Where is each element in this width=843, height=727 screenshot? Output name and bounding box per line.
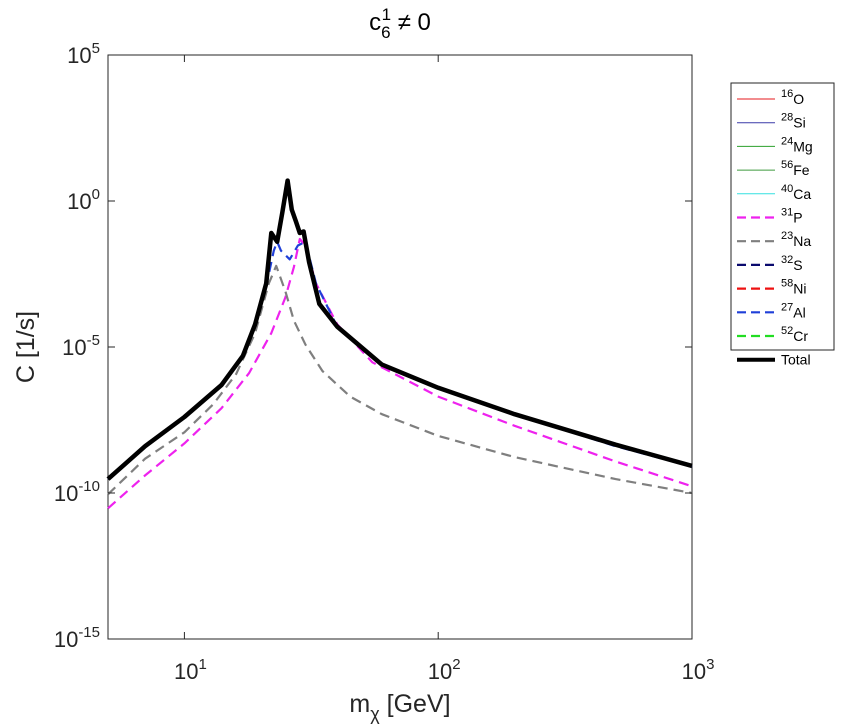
legend-item-27Al: 27Al [737, 301, 806, 320]
legend: 16O 28Si 24Mg 56Fe 40Ca 31P 23Na 32S 58Ni 27Al 52C… [730, 82, 835, 368]
x-axis-label: mχ [GeV] [349, 690, 450, 724]
legend-box [730, 82, 835, 351]
legend-item-16O: 16O [737, 88, 804, 107]
legend-label: 24Mg [781, 135, 813, 154]
legend-label: Total [781, 352, 811, 368]
legend-label: 16O [781, 88, 804, 107]
legend-label: 56Fe [781, 159, 810, 178]
x-axis-label-subscript: χ [370, 704, 380, 724]
legend-label: 28Si [781, 112, 806, 131]
legend-label: 58Ni [781, 278, 806, 297]
title-base: c [369, 9, 381, 36]
legend-item-32S: 32S [737, 254, 803, 273]
x-axis-label-rest: [GeV] [380, 690, 451, 718]
title-subscript: 6 [381, 23, 390, 42]
legend-label: 23Na [781, 230, 811, 249]
legend-item-Total: Total [737, 352, 811, 368]
legend-label: 32S [781, 254, 803, 273]
legend-label: 31P [781, 207, 803, 226]
legend-item-28Si: 28Si [737, 112, 806, 131]
legend-label: 40Ca [781, 183, 811, 202]
legend-label: 52Cr [781, 325, 808, 344]
series-line-23Na [107, 264, 693, 496]
legend-item-58Ni: 58Ni [737, 278, 806, 297]
y-tick-label: 10-5 [62, 332, 100, 360]
x-tick-label: 101 [174, 656, 207, 684]
y-tick-label: 105 [67, 40, 100, 68]
series-line-31P [107, 237, 693, 510]
x-tick-label: 103 [682, 656, 715, 684]
legend-item-40Ca: 40Ca [737, 183, 811, 202]
series-layer [106, 178, 693, 510]
legend-item-31P: 31P [737, 207, 803, 226]
title-rest: ≠ 0 [391, 9, 431, 36]
y-tick-label: 10-10 [54, 478, 100, 506]
legend-item-56Fe: 56Fe [737, 159, 810, 178]
plot-area [107, 54, 693, 640]
legend-item-24Mg: 24Mg [737, 135, 813, 154]
x-axis-label-base: m [349, 690, 370, 718]
y-axis-label: C [1/s] [12, 311, 40, 383]
legend-items: 16O 28Si 24Mg 56Fe 40Ca 31P 23Na 32S 58Ni 27Al 52C… [737, 88, 813, 368]
tick-layer: 101 102 103 10-15 10-10 10-5 100 105 [54, 40, 715, 684]
series-line-Total [106, 178, 693, 481]
chart-title: c61 ≠ 0 [369, 5, 431, 42]
y-tick-label: 10-15 [54, 624, 100, 652]
y-tick-label: 100 [67, 186, 100, 214]
legend-label: 27Al [781, 301, 806, 320]
title-superscript: 1 [382, 5, 391, 24]
legend-item-23Na: 23Na [737, 230, 811, 249]
legend-item-52Cr: 52Cr [737, 325, 808, 344]
x-tick-label: 102 [428, 656, 461, 684]
